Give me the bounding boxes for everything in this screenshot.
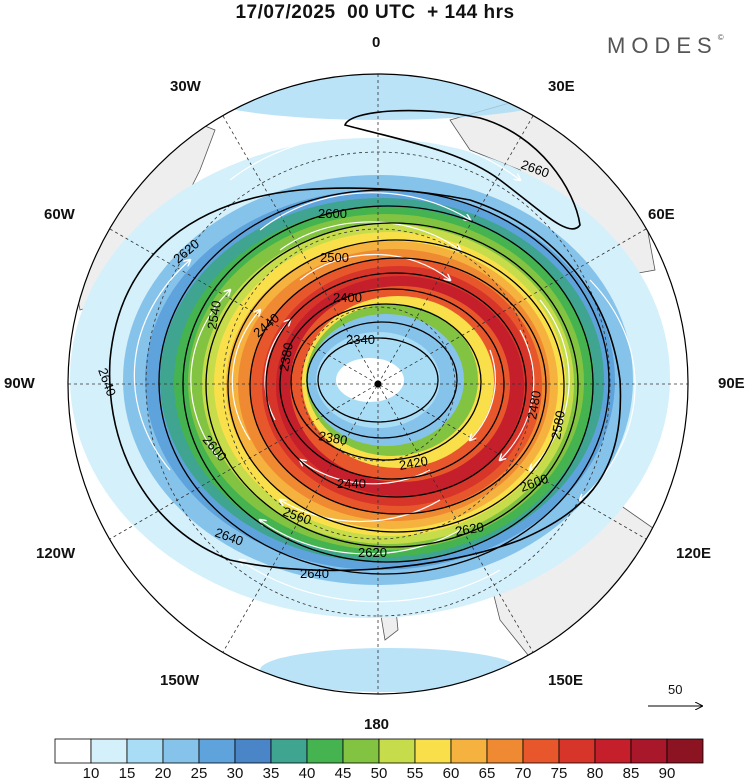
colorbar-swatch bbox=[558, 738, 596, 764]
colorbar-swatch bbox=[522, 738, 560, 764]
longitude-label-30e: 30E bbox=[548, 78, 575, 95]
south-pole-marker bbox=[374, 380, 382, 388]
contour-label: 2540 bbox=[204, 299, 224, 330]
copyright-mark: © bbox=[717, 33, 724, 42]
map-disk bbox=[68, 74, 688, 694]
contour-label: 2340 bbox=[346, 332, 375, 347]
brand-text: MODES bbox=[607, 33, 718, 58]
colorbar-tick-label: 75 bbox=[550, 765, 568, 782]
colorbar-tick-label: 60 bbox=[442, 765, 460, 782]
contour-label: 2600 bbox=[318, 206, 347, 221]
wind-speed-shading bbox=[70, 74, 670, 692]
colorbar-tick-label: 65 bbox=[478, 765, 496, 782]
contour-label: 2420 bbox=[398, 453, 429, 473]
contour-label: 2380 bbox=[276, 341, 296, 372]
longitude-label-90w: 90W bbox=[4, 375, 35, 392]
colorbar-swatch bbox=[594, 738, 632, 764]
colorbar-tick-label: 10 bbox=[82, 765, 100, 782]
longitude-label-180: 180 bbox=[364, 716, 390, 733]
height-contours bbox=[108, 109, 622, 575]
longitude-label-30w: 30W bbox=[170, 78, 201, 95]
colorbar-tick-label: 50 bbox=[370, 765, 388, 782]
colorbar bbox=[54, 738, 704, 764]
colorbar-tick-label: 25 bbox=[190, 765, 208, 782]
longitude-label-60e: 60E bbox=[648, 206, 675, 223]
contour-label: 2500 bbox=[320, 250, 349, 265]
colorbar-swatch bbox=[450, 738, 488, 764]
colorbar-swatch bbox=[270, 738, 308, 764]
colorbar-swatch bbox=[378, 738, 416, 764]
contour-label: 2380 bbox=[317, 428, 348, 448]
longitude-label-120w: 120W bbox=[36, 545, 76, 562]
colorbar-swatch bbox=[198, 738, 236, 764]
colorbar-swatch bbox=[162, 738, 200, 764]
colorbar-tick-label: 35 bbox=[262, 765, 280, 782]
colorbar-tick-label: 85 bbox=[622, 765, 640, 782]
graticule bbox=[68, 74, 688, 694]
colorbar-swatch bbox=[234, 738, 272, 764]
colorbar-swatch bbox=[666, 738, 704, 764]
contour-label: 2620 bbox=[358, 545, 387, 560]
longitude-label-150w: 150W bbox=[160, 672, 200, 689]
longitude-label-150e: 150E bbox=[548, 672, 584, 689]
colorbar-tick-label: 45 bbox=[334, 765, 352, 782]
colorbar-swatch bbox=[486, 738, 524, 764]
colorbar-tick-label: 70 bbox=[514, 765, 532, 782]
colorbar-tick-label: 20 bbox=[154, 765, 172, 782]
colorbar-swatch bbox=[126, 738, 164, 764]
longitude-label-90e: 90E bbox=[718, 375, 745, 392]
map-border bbox=[67, 73, 689, 695]
wind-scale-label: 50 bbox=[668, 682, 683, 697]
colorbar-swatch bbox=[630, 738, 668, 764]
wind-scale-arrow bbox=[648, 682, 706, 712]
longitude-label-60w: 60W bbox=[44, 206, 75, 223]
colorbar-swatch bbox=[342, 738, 380, 764]
colorbar-swatch bbox=[414, 738, 452, 764]
contour-label: 2580 bbox=[548, 409, 568, 440]
colorbar-swatch bbox=[90, 738, 128, 764]
colorbar-tick-label: 40 bbox=[298, 765, 316, 782]
modes-logo: MODES© bbox=[607, 33, 724, 59]
wind-vectors bbox=[133, 132, 636, 603]
colorbar-tick-label: 15 bbox=[118, 765, 136, 782]
colorbar-swatch bbox=[54, 738, 92, 764]
colorbar-tick-label: 30 bbox=[226, 765, 244, 782]
colorbar-swatch bbox=[306, 738, 344, 764]
colorbar-tick-label: 55 bbox=[406, 765, 424, 782]
map-title: 17/07/2025 00 UTC + 144 hrs bbox=[235, 2, 515, 23]
contour-label: 2400 bbox=[333, 290, 362, 305]
contour-label: 2440 bbox=[337, 476, 366, 491]
contour-label: 2620 bbox=[454, 519, 485, 539]
contour-label: 2640 bbox=[300, 566, 329, 581]
longitude-label-0: 0 bbox=[372, 34, 381, 51]
longitude-label-120e: 120E bbox=[676, 545, 712, 562]
colorbar-tick-label: 90 bbox=[658, 765, 676, 782]
colorbar-tick-label: 80 bbox=[586, 765, 604, 782]
contour-label: 2480 bbox=[524, 389, 544, 420]
